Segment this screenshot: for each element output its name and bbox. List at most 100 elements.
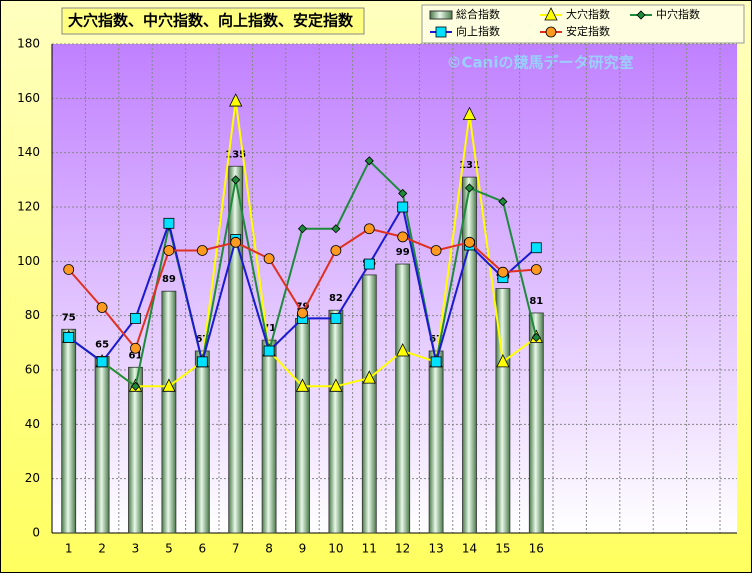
data-label: 65 bbox=[95, 339, 109, 350]
marker-circle bbox=[263, 253, 275, 265]
data-label: 82 bbox=[329, 293, 343, 304]
y-tick-label: 160 bbox=[17, 91, 40, 105]
marker-circle bbox=[397, 231, 409, 243]
x-tick-label: 14 bbox=[462, 542, 477, 556]
data-label: 61 bbox=[129, 350, 143, 361]
data-label: 89 bbox=[162, 274, 176, 285]
marker-circle bbox=[130, 342, 141, 354]
marker-square bbox=[163, 217, 175, 229]
marker-diamond bbox=[297, 224, 308, 234]
marker-triangle bbox=[544, 7, 558, 21]
x-tick-label: 5 bbox=[165, 542, 173, 556]
bar bbox=[395, 263, 411, 534]
bar bbox=[361, 274, 377, 534]
marker-square bbox=[363, 258, 375, 270]
plot-area bbox=[52, 44, 737, 533]
x-tick-label: 7 bbox=[232, 542, 240, 556]
marker-diamond bbox=[331, 224, 341, 234]
legend-label: 総合指数 bbox=[456, 7, 500, 21]
marker-circle bbox=[330, 245, 342, 256]
x-tick-label: 9 bbox=[299, 542, 307, 556]
chart-title: 大穴指数、中穴指数、向上指数、安定指数 bbox=[68, 12, 354, 30]
bar bbox=[428, 350, 444, 534]
marker-diamond bbox=[398, 188, 408, 198]
marker-circle bbox=[230, 236, 242, 248]
data-label: 81 bbox=[529, 296, 543, 307]
y-tick-label: 40 bbox=[25, 417, 40, 431]
marker-circle bbox=[196, 245, 208, 256]
x-tick-label: 13 bbox=[428, 542, 443, 556]
marker-circle bbox=[163, 245, 175, 256]
bar bbox=[228, 165, 244, 534]
y-tick-label: 0 bbox=[32, 526, 40, 540]
marker-circle bbox=[430, 245, 442, 256]
x-tick-label: 3 bbox=[132, 542, 140, 556]
data-label: 67 bbox=[195, 334, 209, 345]
watermark: ©Caniの競馬データ研究室 bbox=[447, 54, 634, 72]
marker-circle bbox=[545, 26, 557, 38]
marker-triangle bbox=[496, 353, 510, 368]
bar bbox=[128, 366, 143, 534]
marker-diamond bbox=[464, 183, 475, 193]
bar bbox=[61, 328, 77, 534]
marker-circle bbox=[297, 307, 308, 319]
marker-square bbox=[530, 242, 542, 254]
marker-square bbox=[435, 26, 447, 38]
x-tick-label: 12 bbox=[395, 542, 410, 556]
marker-square bbox=[430, 356, 442, 368]
marker-square bbox=[397, 201, 409, 213]
legend-swatch bbox=[429, 10, 453, 20]
y-tick-label: 80 bbox=[25, 308, 40, 322]
legend-label: 向上指数 bbox=[456, 24, 500, 38]
marker-triangle bbox=[162, 378, 176, 392]
x-tick-label: 8 bbox=[265, 542, 273, 556]
y-tick-label: 120 bbox=[17, 200, 40, 214]
bar bbox=[495, 288, 511, 534]
x-tick-label: 10 bbox=[328, 542, 343, 556]
marker-diamond bbox=[636, 10, 646, 20]
marker-triangle bbox=[295, 378, 310, 392]
marker-square bbox=[130, 312, 141, 324]
bar bbox=[462, 176, 477, 534]
bar bbox=[161, 290, 177, 534]
bar bbox=[194, 350, 210, 534]
marker-circle bbox=[464, 236, 475, 248]
marker-diamond bbox=[364, 156, 374, 166]
data-label: 71 bbox=[262, 323, 276, 334]
x-tick-label: 1 bbox=[65, 542, 73, 556]
bar bbox=[328, 309, 344, 534]
marker-diamond bbox=[498, 197, 508, 207]
legend-label: 安定指数 bbox=[566, 24, 610, 38]
bar bbox=[295, 317, 310, 534]
data-label: 67 bbox=[429, 334, 443, 345]
title-box bbox=[61, 7, 365, 35]
bar bbox=[261, 339, 277, 534]
marker-square bbox=[196, 356, 208, 368]
data-label: 79 bbox=[296, 301, 310, 312]
marker-triangle bbox=[329, 378, 343, 392]
marker-circle bbox=[497, 266, 509, 278]
x-tick-label: 16 bbox=[529, 542, 544, 556]
x-tick-label: 2 bbox=[98, 542, 106, 556]
marker-triangle bbox=[396, 343, 410, 357]
marker-square bbox=[63, 331, 75, 343]
marker-triangle bbox=[362, 370, 376, 384]
y-tick-label: 60 bbox=[25, 363, 40, 377]
marker-circle bbox=[96, 302, 108, 313]
bar bbox=[528, 312, 544, 534]
x-tick-label: 15 bbox=[495, 542, 510, 556]
y-tick-label: 100 bbox=[17, 254, 40, 268]
legend bbox=[421, 4, 745, 44]
y-tick-label: 140 bbox=[17, 145, 40, 159]
legend-label: 中穴指数 bbox=[656, 7, 700, 21]
marker-square bbox=[263, 345, 275, 357]
x-tick-label: 6 bbox=[198, 542, 206, 556]
bar bbox=[94, 356, 110, 534]
data-label: 131 bbox=[459, 160, 480, 171]
data-label: 99 bbox=[396, 247, 410, 258]
marker-circle bbox=[530, 264, 542, 275]
y-tick-label: 180 bbox=[17, 37, 40, 51]
marker-diamond bbox=[130, 381, 141, 391]
x-tick-label: 11 bbox=[362, 542, 377, 556]
